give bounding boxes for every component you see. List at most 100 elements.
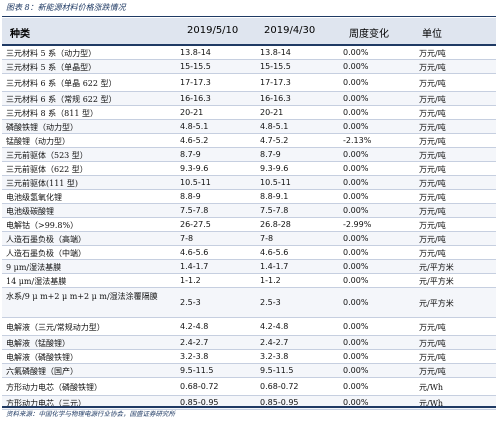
table-row: 电解液（三元/常规动力型） 4.2-4.8 4.2-4.8 0.00% 万元/吨 [2, 318, 496, 336]
header-weekly-change: 周度变化 [349, 29, 389, 40]
row-weekly-change: 0.00% [343, 150, 369, 159]
row-value-2019-5-10: 16-16.3 [180, 94, 211, 103]
row-name: 电解液（三元/常规动力型） [6, 323, 105, 332]
row-value-2019-5-10: 3.2-3.8 [180, 352, 209, 361]
row-name: 三元材料 5 系（单晶型） [6, 63, 97, 72]
row-unit: 万元/吨 [419, 137, 446, 146]
row-value-2019-4-30: 2.4-2.7 [260, 338, 289, 347]
figure-caption: 图表 8：新能源材料价格涨跌情况 [6, 3, 126, 12]
row-unit: 万元/吨 [419, 249, 446, 258]
row-weekly-change: 0.00% [343, 398, 369, 407]
row-weekly-change: 0.00% [343, 62, 369, 71]
table-row: 三元材料 5 系（动力型） 13.8-14 13.8-14 0.00% 万元/吨 [2, 46, 496, 60]
row-value-2019-5-10: 2.4-2.7 [180, 338, 209, 347]
caption-divider [2, 16, 496, 17]
row-unit: 万元/吨 [419, 79, 446, 88]
row-name: 三元材料 5 系（动力型） [6, 49, 97, 58]
table-row: 电解液（锰酸锂） 2.4-2.7 2.4-2.7 0.00% 万元/吨 [2, 336, 496, 350]
table-row: 电池级碳酸锂 7.5-7.8 7.5-7.8 0.00% 万元/吨 [2, 204, 496, 218]
row-weekly-change: 0.00% [343, 122, 369, 131]
row-value-2019-4-30: 0.68-0.72 [260, 382, 299, 391]
row-weekly-change: 0.00% [343, 352, 369, 361]
row-name: 方形动力电芯（三元） [6, 399, 86, 408]
row-name: 14 μm/湿法基膜 [6, 277, 67, 286]
row-value-2019-5-10: 9.5-11.5 [180, 366, 214, 375]
row-name: 三元前驱体（622 型） [6, 165, 88, 174]
row-name: 三元材料 8 系（811 型） [6, 109, 98, 118]
table-row: 三元材料 8 系（811 型） 20-21 20-21 0.00% 万元/吨 [2, 106, 496, 120]
row-unit: 万元/吨 [419, 123, 446, 132]
row-value-2019-5-10: 26-27.5 [180, 220, 211, 229]
row-weekly-change: 0.00% [343, 298, 369, 307]
row-name: 电解钴（>99.8%） [6, 221, 79, 230]
row-unit: 万元/吨 [419, 235, 446, 244]
row-value-2019-5-10: 8.8-9 [180, 192, 201, 201]
source-note: 资料来源：中国化学与物理电源行业协会，国盛证券研究所 [6, 410, 175, 418]
row-unit: 万元/吨 [419, 151, 446, 160]
table-row: 三元前驱体(111 型) 10.5-11 10.5-11 0.00% 万元/吨 [2, 176, 496, 190]
row-name: 三元材料 6 系（单晶 622 型） [6, 79, 117, 88]
row-value-2019-4-30: 9.5-11.5 [260, 366, 294, 375]
table-row: 锰酸锂（动力型） 4.6-5.2 4.7-5.2 -2.13% 万元/吨 [2, 134, 496, 148]
row-unit: 万元/吨 [419, 339, 446, 348]
row-value-2019-4-30: 15-15.5 [260, 62, 291, 71]
table-row: 三元前驱体（622 型） 9.3-9.6 9.3-9.6 0.00% 万元/吨 [2, 162, 496, 176]
row-value-2019-5-10: 2.5-3 [180, 298, 201, 307]
table-body: 三元材料 5 系（动力型） 13.8-14 13.8-14 0.00% 万元/吨 三元材料… [2, 46, 496, 410]
row-value-2019-4-30: 7.5-7.8 [260, 206, 289, 215]
table-row: 三元材料 5 系（单晶型） 15-15.5 15-15.5 0.00% 万元/吨 [2, 60, 496, 74]
row-weekly-change: 0.00% [343, 366, 369, 375]
row-name: 电解液（锰酸锂） [6, 339, 70, 348]
row-name: 电解液（磷酸铁锂） [6, 353, 78, 362]
row-weekly-change: 0.00% [343, 248, 369, 257]
table-row: 电解液（磷酸铁锂） 3.2-3.8 3.2-3.8 0.00% 万元/吨 [2, 350, 496, 364]
row-value-2019-4-30: 0.85-0.95 [260, 398, 299, 407]
row-unit: 元/Wh [419, 399, 444, 408]
row-value-2019-5-10: 17-17.3 [180, 78, 211, 87]
table-row: 电池级氢氧化锂 8.8-9 8.8-9.1 0.00% 万元/吨 [2, 190, 496, 204]
row-unit: 万元/吨 [419, 221, 446, 230]
row-value-2019-4-30: 1-1.2 [260, 276, 281, 285]
table-row: 三元材料 6 系（单晶 622 型） 17-17.3 17-17.3 0.00% 万元/… [2, 74, 496, 92]
row-unit: 万元/吨 [419, 207, 446, 216]
table-row: 电解钴（>99.8%） 26-27.5 26.8-28 -2.99% 万元/吨 [2, 218, 496, 232]
row-value-2019-5-10: 9.3-9.6 [180, 164, 209, 173]
row-value-2019-5-10: 1.4-1.7 [180, 262, 209, 271]
row-value-2019-4-30: 4.6-5.6 [260, 248, 289, 257]
row-value-2019-4-30: 3.2-3.8 [260, 352, 289, 361]
row-unit: 万元/吨 [419, 367, 446, 376]
row-unit: 万元/吨 [419, 165, 446, 174]
row-value-2019-4-30: 20-21 [260, 108, 284, 117]
row-name: 人造石墨负极（高端） [6, 235, 86, 244]
row-value-2019-4-30: 1.4-1.7 [260, 262, 289, 271]
row-unit: 万元/吨 [419, 353, 446, 362]
table-row: 人造石墨负极（高端） 7-8 7-8 0.00% 万元/吨 [2, 232, 496, 246]
row-value-2019-4-30: 10.5-11 [260, 178, 291, 187]
row-value-2019-5-10: 4.2-4.8 [180, 322, 209, 331]
row-name: 方形动力电芯（磷酸铁锂） [6, 383, 102, 392]
row-unit: 万元/吨 [419, 193, 446, 202]
row-weekly-change: 0.00% [343, 108, 369, 117]
table-row: 水系/9 μ m+2 μ m+2 μ m/湿法涂覆隔膜 2.5-3 2.5-3 0.0… [2, 288, 496, 318]
row-value-2019-5-10: 13.8-14 [180, 48, 211, 57]
row-value-2019-5-10: 0.68-0.72 [180, 382, 219, 391]
row-value-2019-4-30: 4.7-5.2 [260, 136, 289, 145]
row-unit: 万元/吨 [419, 323, 446, 332]
row-weekly-change: 0.00% [343, 178, 369, 187]
row-name: 六氟磷酸锂（国产） [6, 367, 78, 376]
row-weekly-change: 0.00% [343, 48, 369, 57]
row-unit: 万元/吨 [419, 49, 446, 58]
row-name: 9 μm/湿法基膜 [6, 263, 62, 272]
table-row: 六氟磷酸锂（国产） 9.5-11.5 9.5-11.5 0.00% 万元/吨 [2, 364, 496, 378]
row-unit: 万元/吨 [419, 179, 446, 188]
row-value-2019-4-30: 7-8 [260, 234, 274, 243]
row-value-2019-5-10: 20-21 [180, 108, 204, 117]
row-unit: 元/Wh [419, 383, 444, 392]
row-unit: 万元/吨 [419, 109, 446, 118]
row-weekly-change: 0.00% [343, 262, 369, 271]
row-name: 三元前驱体（523 型） [6, 151, 88, 160]
table-row: 人造石墨负极（中端） 4.6-5.6 4.6-5.6 0.00% 万元/吨 [2, 246, 496, 260]
row-weekly-change: -2.13% [343, 136, 372, 145]
row-value-2019-5-10: 4.6-5.6 [180, 248, 209, 257]
